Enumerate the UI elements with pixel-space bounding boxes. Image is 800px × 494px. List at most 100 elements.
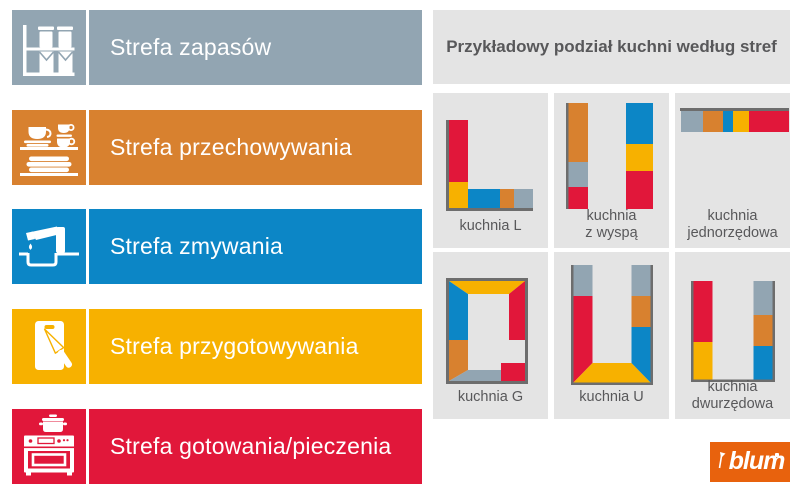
zone-segment <box>449 340 468 381</box>
sink-faucet-icon <box>12 209 86 284</box>
dishes-shelf-icon <box>12 110 86 185</box>
kitchen-u-diagram <box>571 265 653 385</box>
zone-segment <box>573 265 593 296</box>
wall <box>571 382 653 385</box>
zone-segment <box>501 363 525 381</box>
kitchen-tile-single-row: kuchnia jednorzędowa <box>675 93 790 248</box>
wall <box>691 281 694 382</box>
zone-row-cooking: Strefa gotowania/pieczenia <box>12 409 422 484</box>
panel-title: Przykładowy podział kuchni według stref <box>446 37 777 56</box>
zone-segment <box>500 189 514 208</box>
wall <box>691 379 775 382</box>
kitchen-tile-l: kuchnia L <box>433 93 548 248</box>
zone-segment <box>573 296 593 383</box>
cup-handles <box>45 123 76 146</box>
blum-logo: blum <box>710 442 790 482</box>
wall <box>446 120 449 211</box>
kitchen-label: kuchnia z wyspą <box>585 207 638 241</box>
dishes-shelf-icon-graphic <box>20 123 78 176</box>
wall <box>680 108 789 111</box>
zone-segment <box>733 111 749 132</box>
zone-bar-storage: Strefa przechowywania <box>89 110 422 185</box>
wall <box>446 278 528 384</box>
zone-row-washing: Strefa zmywania <box>12 209 422 284</box>
zone-segment <box>631 296 651 327</box>
zone-segment <box>449 281 525 294</box>
wall <box>650 265 653 385</box>
zone-bar-label: Strefa przygotowywania <box>110 333 359 359</box>
oven-window <box>31 453 67 467</box>
oven-icon-graphic <box>24 414 74 476</box>
kitchen-l-diagram <box>446 120 533 211</box>
wall <box>446 208 533 211</box>
zone-segment <box>568 162 588 187</box>
zone-segment <box>749 111 789 132</box>
cutting-board-icon-graphic <box>35 321 73 370</box>
zone-segment <box>631 327 651 383</box>
kitchen-tile-island: kuchnia z wyspą <box>554 93 669 248</box>
zone-row-storage: Strefa przechowywania <box>12 110 422 185</box>
pantry-shelf-icon <box>12 10 86 85</box>
kitchen-double-row-diagram <box>691 281 775 382</box>
zone-bar-supplies: Strefa zapasów <box>89 10 422 85</box>
kitchen-g-diagram <box>446 278 528 384</box>
zone-segment <box>626 103 653 144</box>
kitchen-label: kuchnia dwurzędowa <box>691 378 774 412</box>
zone-bar-cooking: Strefa gotowania/pieczenia <box>89 409 422 484</box>
zone-bar-preparation: Strefa przygotowywania <box>89 309 422 384</box>
sink-faucet-icon-graphic <box>19 226 79 267</box>
zone-segment <box>703 111 723 132</box>
pantry-shelf-glyph <box>23 25 75 76</box>
knife-glyph <box>43 328 73 368</box>
kitchen-label: kuchnia L <box>459 217 522 234</box>
pantry-shelf-icon-graphic <box>23 25 75 76</box>
kitchen-island-diagram <box>566 103 653 209</box>
blum-hinge-icon <box>718 452 726 469</box>
blum-logo-text: blum <box>728 446 786 475</box>
oven-icon <box>12 409 86 484</box>
packet-fold-line <box>57 51 74 62</box>
panel-header: Przykładowy podział kuchni według stref <box>433 10 790 84</box>
kitchen-label: kuchnia jednorzędowa <box>687 207 778 241</box>
zone-segment <box>449 120 468 182</box>
sink-basin-outline <box>26 253 58 267</box>
zone-segment <box>468 189 500 208</box>
zone-segment <box>568 103 588 162</box>
packet-fold-line <box>38 51 55 62</box>
zone-row-supplies: Strefa zapasów <box>12 10 422 85</box>
zone-bar-label: Strefa zapasów <box>110 34 272 60</box>
zone-segment <box>573 363 651 383</box>
zone-segment <box>449 182 468 208</box>
zone-bar-label: Strefa gotowania/pieczenia <box>110 433 392 459</box>
zone-segment <box>753 346 773 380</box>
zone-segment <box>568 187 588 209</box>
zone-segment <box>449 281 468 340</box>
kitchen-tile-u: kuchnia U <box>554 252 669 419</box>
zone-segment <box>693 342 713 380</box>
zone-segment <box>626 144 653 171</box>
zone-segment <box>449 370 501 381</box>
zone-segment <box>509 281 525 340</box>
board-handle-slot <box>44 325 55 329</box>
zone-bar-washing: Strefa zmywania <box>89 209 422 284</box>
wall <box>772 281 775 382</box>
faucet-glyph <box>19 226 79 256</box>
zone-segment <box>681 111 703 132</box>
wall <box>566 103 569 209</box>
kitchen-tile-g: kuchnia G <box>433 252 548 419</box>
zone-row-preparation: Strefa przygotowywania <box>12 309 422 384</box>
zone-bar-label: Strefa przechowywania <box>110 134 352 160</box>
zone-segment <box>631 265 651 296</box>
dishes-glyph <box>20 124 78 176</box>
zone-segment <box>753 281 773 315</box>
cutting-board <box>35 321 64 370</box>
zone-segment <box>753 315 773 346</box>
zone-segment <box>514 189 533 208</box>
zone-bar-label: Strefa zmywania <box>110 233 284 259</box>
zone-segment <box>723 111 733 132</box>
zone-segment <box>693 281 713 342</box>
wall <box>571 265 574 385</box>
kitchen-single-row-diagram <box>680 108 789 132</box>
blum-trademark-dot <box>775 453 779 457</box>
